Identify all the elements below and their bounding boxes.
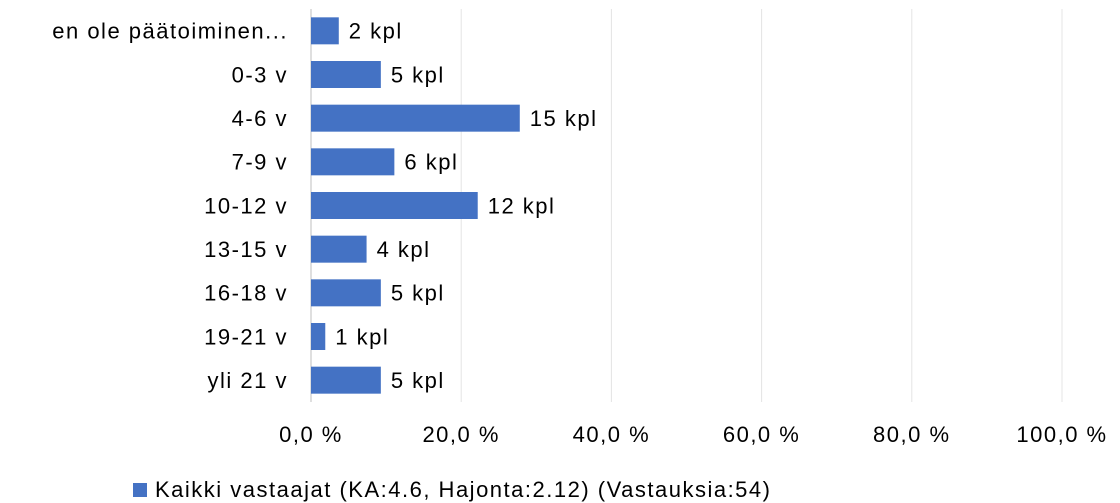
y-tick-label: 10-12 v	[204, 193, 288, 218]
value-label: 15 kpl	[530, 106, 598, 131]
x-tick-label: 0,0 %	[279, 422, 343, 447]
y-tick-label: 4-6 v	[232, 106, 288, 131]
bar	[311, 192, 478, 219]
bar	[311, 148, 395, 176]
bar	[311, 104, 520, 132]
value-label: 6 kpl	[404, 150, 458, 175]
bar	[311, 17, 339, 45]
value-label: 12 kpl	[488, 193, 556, 218]
y-tick-label: 13-15 v	[204, 237, 288, 262]
legend-swatch	[133, 483, 147, 497]
value-label: 1 kpl	[335, 324, 389, 349]
value-label: 5 kpl	[391, 62, 445, 87]
bar	[311, 366, 381, 394]
x-tick-label: 20,0 %	[422, 422, 500, 447]
y-tick-label: en ole päätoiminen...	[52, 19, 288, 44]
x-tick-label: 100,0 %	[1016, 422, 1107, 447]
y-tick-label: 0-3 v	[232, 62, 288, 87]
bar	[311, 235, 367, 263]
x-tick-label: 60,0 %	[723, 422, 801, 447]
value-label: 2 kpl	[349, 19, 403, 44]
value-label: 5 kpl	[391, 281, 445, 306]
legend-label: Kaikki vastaajat (KA:4.6, Hajonta:2.12) …	[155, 477, 771, 502]
y-tick-label: 7-9 v	[232, 150, 288, 175]
x-tick-label: 80,0 %	[873, 422, 951, 447]
y-tick-label: yli 21 v	[208, 368, 288, 393]
bar	[311, 323, 326, 350]
y-tick-label: 16-18 v	[204, 281, 288, 306]
value-label: 5 kpl	[391, 368, 445, 393]
y-tick-label: 19-21 v	[204, 324, 288, 349]
value-label: 4 kpl	[377, 237, 431, 262]
x-tick-label: 40,0 %	[573, 422, 651, 447]
bar	[311, 61, 381, 88]
bar	[311, 279, 381, 307]
